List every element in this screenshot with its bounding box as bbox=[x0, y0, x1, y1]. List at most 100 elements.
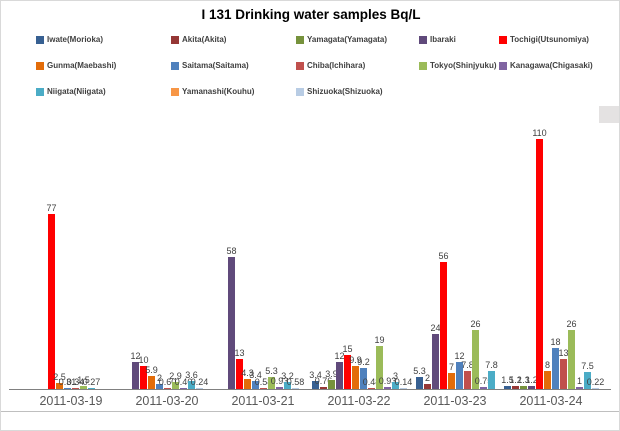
bar-value-label: 13 bbox=[558, 348, 569, 358]
bar-value-label: 0.14 bbox=[394, 377, 413, 387]
bar-ibaraki2011-03-24 bbox=[528, 386, 535, 389]
bar-value-label: 9.9 bbox=[349, 355, 362, 365]
legend-label: Tochigi(Utsunomiya) bbox=[510, 35, 589, 44]
legend-swatch-icon bbox=[296, 61, 304, 70]
bar-value-label: 7.8 bbox=[485, 360, 498, 370]
bar-tochigi-utsunomiya-2011-03-22 bbox=[344, 355, 351, 389]
bar-akita-akita-2011-03-23 bbox=[424, 384, 431, 389]
x-axis-label: 2011-03-20 bbox=[135, 394, 199, 408]
legend-swatch-icon bbox=[36, 35, 44, 44]
bar-value-label: 1.2 bbox=[525, 375, 538, 385]
bar-value-label: 3.9 bbox=[325, 369, 338, 379]
x-axis-label: 2011-03-23 bbox=[423, 394, 487, 408]
bar-yamagata-yamagata-2011-03-24 bbox=[520, 386, 527, 389]
x-axis-label: 2011-03-22 bbox=[327, 394, 391, 408]
bar-tochigi-utsunomiya-2011-03-23 bbox=[440, 262, 447, 389]
bar-saitama-saitama-2011-03-22 bbox=[360, 368, 367, 389]
bar-value-label: 5.9 bbox=[145, 365, 158, 375]
bar-tokyo-shinjyuku-2011-03-20 bbox=[172, 382, 179, 389]
bar-value-label: 3 bbox=[392, 371, 398, 381]
legend-item: Tokyo(Shinjyuku) bbox=[419, 61, 499, 70]
bar-value-label: 0.58 bbox=[286, 377, 305, 387]
bar-value-label: 1.3 bbox=[517, 375, 530, 385]
bar-yamagata-yamagata-2011-03-22 bbox=[328, 380, 335, 389]
legend-item: Yamanashi(Kouhu) bbox=[171, 87, 296, 96]
bar-value-label: 18 bbox=[550, 337, 561, 347]
bar-value-label: 2 bbox=[424, 373, 430, 383]
legend-label: Shizuoka(Shizuoka) bbox=[307, 87, 383, 96]
bar-chiba-ichihara-2011-03-24 bbox=[560, 359, 567, 389]
bar-saitama-saitama-2011-03-21 bbox=[252, 381, 259, 389]
chart-title: I 131 Drinking water samples Bq/L bbox=[201, 7, 421, 22]
legend-item: Shizuoka(Shizuoka) bbox=[296, 87, 419, 96]
bar-value-label: 0.22 bbox=[586, 377, 605, 387]
bar-ibaraki2011-03-22 bbox=[336, 362, 343, 389]
bar-value-label: 56 bbox=[438, 251, 449, 261]
bar-tokyo-shinjyuku-2011-03-21 bbox=[268, 377, 275, 389]
bar-value-label: 1.5 bbox=[501, 375, 514, 385]
legend-item: Akita(Akita) bbox=[171, 35, 296, 44]
bar-value-label: 24 bbox=[430, 323, 441, 333]
legend-item: Gunma(Maebashi) bbox=[36, 61, 171, 70]
bar-gunma-maebashi-2011-03-24 bbox=[544, 371, 551, 389]
legend-label: Iwate(Morioka) bbox=[47, 35, 104, 44]
bar-value-label: 13 bbox=[234, 348, 245, 358]
legend-item: Tochigi(Utsunomiya) bbox=[499, 35, 596, 44]
bar-value-label: 7.8 bbox=[461, 360, 474, 370]
edge-artifact bbox=[599, 106, 619, 123]
bar-value-label: 7 bbox=[448, 362, 454, 372]
bar-kanagawa-chigasaki-2011-03-23 bbox=[480, 387, 487, 389]
bar-ibaraki2011-03-21 bbox=[228, 257, 235, 389]
bar-niigata-niigata-2011-03-23 bbox=[488, 371, 495, 389]
bar-value-label: 7.5 bbox=[581, 361, 594, 371]
bar-tokyo-shinjyuku-2011-03-24 bbox=[568, 330, 575, 389]
bar-value-label: 2.5 bbox=[53, 372, 66, 382]
bar-akita-akita-2011-03-24 bbox=[512, 386, 519, 389]
bar-gunma-maebashi-2011-03-22 bbox=[352, 366, 359, 389]
bar-shizuoka-shizuoka-2011-03-20 bbox=[196, 388, 203, 389]
bar-value-label: 5.3 bbox=[265, 366, 278, 376]
bar-shizuoka-shizuoka-2011-03-21 bbox=[292, 388, 299, 389]
legend-item: Kanagawa(Chigasaki) bbox=[499, 61, 596, 70]
bar-niigata-niigata-2011-03-24 bbox=[584, 372, 591, 389]
bar-gunma-maebashi-2011-03-23 bbox=[448, 373, 455, 389]
x-axis-label: 2011-03-24 bbox=[519, 394, 583, 408]
bar-value-label: 8 bbox=[544, 360, 550, 370]
bar-value-label: 3.4 bbox=[309, 370, 322, 380]
legend-item: Chiba(Ichihara) bbox=[296, 61, 419, 70]
bar-value-label: 3.4 bbox=[249, 370, 262, 380]
bar-tochigi-utsunomiya-2011-03-24 bbox=[536, 139, 543, 389]
bar-niigata-niigata-2011-03-20 bbox=[188, 381, 195, 389]
x-axis-label: 2011-03-19 bbox=[39, 394, 103, 408]
legend-swatch-icon bbox=[419, 35, 427, 44]
bar-niigata-niigata-2011-03-19 bbox=[88, 388, 95, 389]
legend-label: Kanagawa(Chigasaki) bbox=[510, 61, 593, 70]
legend-item: Iwate(Morioka) bbox=[36, 35, 171, 44]
legend-item: Yamagata(Yamagata) bbox=[296, 35, 419, 44]
bar-tochigi-utsunomiya-2011-03-21 bbox=[236, 359, 243, 389]
bar-saitama-saitama-2011-03-20 bbox=[156, 384, 163, 389]
bar-value-label: 4.3 bbox=[241, 368, 254, 378]
bar-ibaraki2011-03-23 bbox=[432, 334, 439, 389]
bar-value-label: 0.48 bbox=[362, 377, 381, 387]
bar-value-label: 12 bbox=[454, 351, 465, 361]
bar-value-label: 1 bbox=[576, 376, 582, 386]
bar-chiba-ichihara-2011-03-20 bbox=[164, 388, 171, 389]
x-axis-label: 2011-03-21 bbox=[231, 394, 295, 408]
legend-swatch-icon bbox=[296, 35, 304, 44]
bar-chiba-ichihara-2011-03-23 bbox=[464, 371, 471, 389]
bar-gunma-maebashi-2011-03-19 bbox=[56, 383, 63, 389]
bar-value-label: 1.5 bbox=[77, 375, 90, 385]
legend-item: Saitama(Saitama) bbox=[171, 61, 296, 70]
plot-area: 77 2.5 0.31 0.34 1.5 0.27 12 10 5.9 2 0.60 2.9 0.46 3… bbox=[1, 1, 619, 389]
bar-value-label: 0.93 bbox=[270, 376, 289, 386]
bar-value-label: 15 bbox=[342, 344, 353, 354]
bar-value-label: 26 bbox=[470, 319, 481, 329]
bar-value-label: 0.31 bbox=[58, 377, 77, 387]
bar-value-label: 0.24 bbox=[190, 377, 209, 387]
bar-value-label: 12 bbox=[334, 351, 345, 361]
legend-swatch-icon bbox=[296, 87, 304, 96]
legend-label: Ibaraki bbox=[430, 35, 456, 44]
bar-tochigi-utsunomiya-2011-03-20 bbox=[140, 366, 147, 389]
